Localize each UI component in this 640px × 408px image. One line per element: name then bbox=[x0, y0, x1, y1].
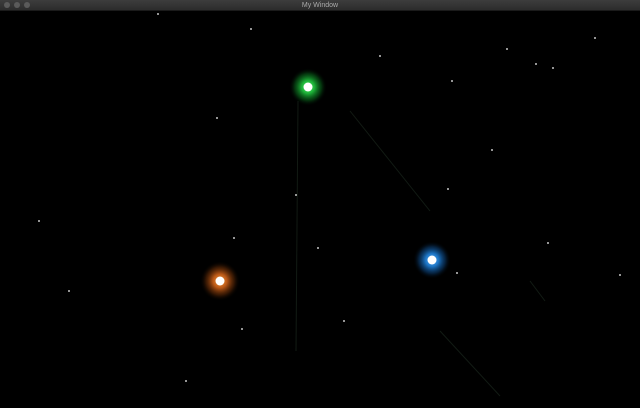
close-button[interactable] bbox=[4, 2, 10, 8]
star bbox=[216, 117, 218, 119]
star-field bbox=[38, 13, 621, 382]
star bbox=[250, 28, 252, 30]
star bbox=[295, 194, 297, 196]
title-bar[interactable]: My Window bbox=[0, 0, 640, 11]
star bbox=[317, 247, 319, 249]
blue-orb-core bbox=[427, 255, 437, 265]
trail-line bbox=[295, 100, 299, 352]
star bbox=[547, 242, 549, 244]
trail-line bbox=[529, 280, 546, 302]
orbit-trails bbox=[295, 100, 546, 397]
scene-svg bbox=[38, 13, 621, 397]
star bbox=[491, 149, 493, 151]
render-canvas[interactable] bbox=[0, 11, 640, 408]
star bbox=[38, 220, 40, 222]
star bbox=[233, 237, 235, 239]
trail-line bbox=[349, 110, 431, 212]
star bbox=[552, 67, 554, 69]
star bbox=[535, 63, 537, 65]
maximize-button[interactable] bbox=[24, 2, 30, 8]
star bbox=[451, 80, 453, 82]
star bbox=[447, 188, 449, 190]
star bbox=[157, 13, 159, 15]
green-orb-core bbox=[303, 82, 313, 92]
star bbox=[594, 37, 596, 39]
green-orb bbox=[289, 68, 327, 106]
minimize-button[interactable] bbox=[14, 2, 20, 8]
blue-orb bbox=[413, 241, 451, 279]
star bbox=[456, 272, 458, 274]
star bbox=[241, 328, 243, 330]
star bbox=[185, 380, 187, 382]
star bbox=[506, 48, 508, 50]
window-title: My Window bbox=[301, 2, 339, 9]
orange-orb bbox=[200, 261, 240, 301]
trail-line bbox=[439, 330, 501, 397]
star bbox=[619, 274, 621, 276]
star bbox=[68, 290, 70, 292]
orange-orb-core bbox=[215, 276, 225, 286]
star bbox=[379, 55, 381, 57]
star bbox=[343, 320, 345, 322]
